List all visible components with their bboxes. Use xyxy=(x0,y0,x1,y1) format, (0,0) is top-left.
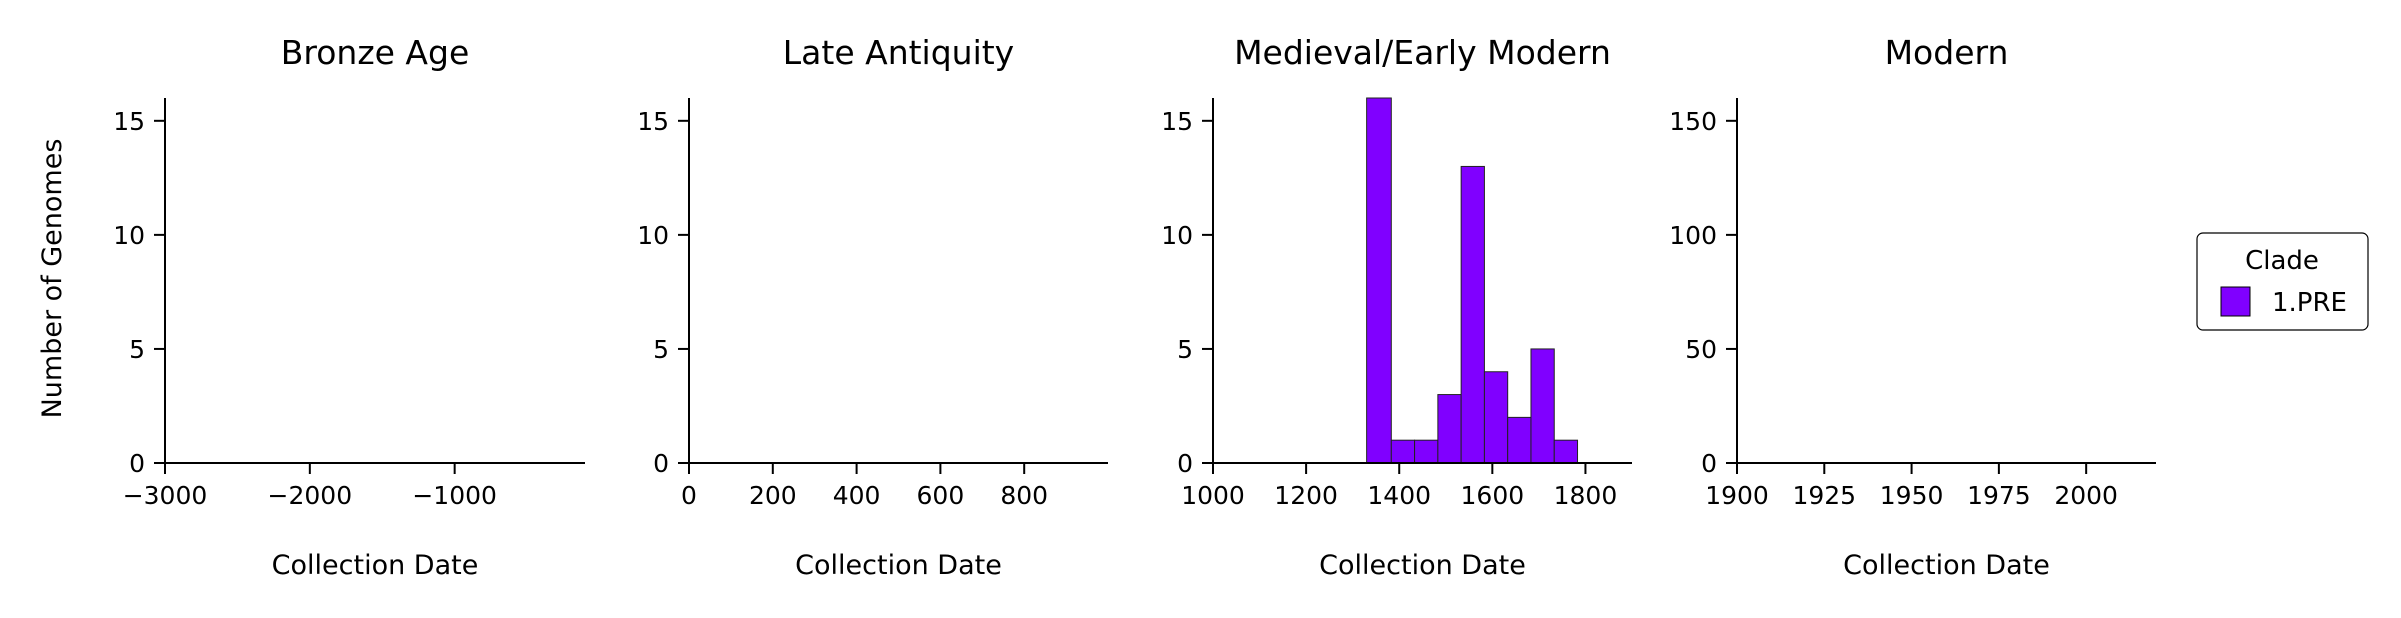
y-tick-label: 10 xyxy=(1161,221,1193,250)
panel-3: 1000 1200 1400 1600 1800 0 5 10 15 Medieval/Early… xyxy=(1161,33,1632,581)
histogram-bar xyxy=(1460,165,1485,464)
y-tick-label: 100 xyxy=(1669,221,1717,250)
y-axis-label: Number of Genomes xyxy=(37,139,68,419)
x-tick-label: 400 xyxy=(833,481,881,510)
x-tick-label: −3000 xyxy=(123,481,208,510)
legend-label-1-pre: 1.PRE xyxy=(2272,288,2347,318)
y-tick-label: 5 xyxy=(1177,335,1193,364)
histogram-bar xyxy=(1553,439,1579,464)
y-tick-label: 50 xyxy=(1685,335,1717,364)
x-tick-label: 1925 xyxy=(1792,481,1856,510)
histogram-bar xyxy=(1437,394,1462,464)
y-tick-label: 0 xyxy=(1177,449,1193,478)
histogram-bar xyxy=(1507,416,1532,464)
histogram-bar xyxy=(1530,348,1555,464)
panel-title: Late Antiquity xyxy=(783,33,1014,72)
x-tick-label: 1200 xyxy=(1274,481,1338,510)
x-tick-label: 1950 xyxy=(1880,481,1944,510)
y-tick-label: 15 xyxy=(1161,107,1193,136)
x-tick-label: −1000 xyxy=(412,481,497,510)
x-tick-label: 1000 xyxy=(1181,481,1245,510)
legend-title: Clade xyxy=(2245,246,2319,276)
histogram-bar xyxy=(1390,439,1416,464)
y-tick-label: 15 xyxy=(637,107,669,136)
panel-1: −3000 −2000 −1000 0 5 10 15 Bronze Age Collectio… xyxy=(37,33,585,581)
x-tick-label: 1400 xyxy=(1367,481,1431,510)
histogram-bar xyxy=(1414,439,1439,464)
panel-title: Medieval/Early Modern xyxy=(1234,33,1611,72)
x-axis-label: Collection Date xyxy=(1319,550,1526,581)
x-tick-label: 0 xyxy=(681,481,697,510)
y-tick-label: 15 xyxy=(113,107,145,136)
x-tick-label: 800 xyxy=(1000,481,1048,510)
y-tick-label: 0 xyxy=(129,449,145,478)
histogram-bar xyxy=(1366,97,1392,464)
panel-4: 1900 1925 1950 1975 2000 0 50 100 150 Modern Colle… xyxy=(1669,33,2156,581)
y-tick-label: 150 xyxy=(1669,107,1717,136)
panel-title: Bronze Age xyxy=(281,33,470,72)
y-tick-label: 5 xyxy=(129,335,145,364)
y-tick-label: 0 xyxy=(1701,449,1717,478)
histogram-bar xyxy=(1483,371,1509,464)
y-tick-label: 10 xyxy=(113,221,145,250)
x-tick-label: 1800 xyxy=(1554,481,1618,510)
y-tick-label: 5 xyxy=(653,335,669,364)
panel-title: Modern xyxy=(1885,33,2009,72)
x-tick-label: −2000 xyxy=(268,481,353,510)
legend-swatch xyxy=(2220,286,2251,317)
x-tick-label: 1600 xyxy=(1461,481,1525,510)
y-tick-label: 0 xyxy=(653,449,669,478)
x-axis-label: Collection Date xyxy=(272,550,479,581)
x-tick-label: 1900 xyxy=(1705,481,1769,510)
x-tick-label: 2000 xyxy=(2054,481,2118,510)
y-tick-label: 10 xyxy=(637,221,669,250)
x-tick-label: 600 xyxy=(917,481,965,510)
x-axis-label: Collection Date xyxy=(795,550,1002,581)
x-axis-label: Collection Date xyxy=(1843,550,2050,581)
x-tick-label: 1975 xyxy=(1967,481,2031,510)
legend: Clade 1.PRE xyxy=(2196,232,2369,331)
panel-2: 0 200 400 600 800 0 5 10 15 Late Antiquity Collect… xyxy=(637,33,1108,581)
x-tick-label: 200 xyxy=(749,481,797,510)
